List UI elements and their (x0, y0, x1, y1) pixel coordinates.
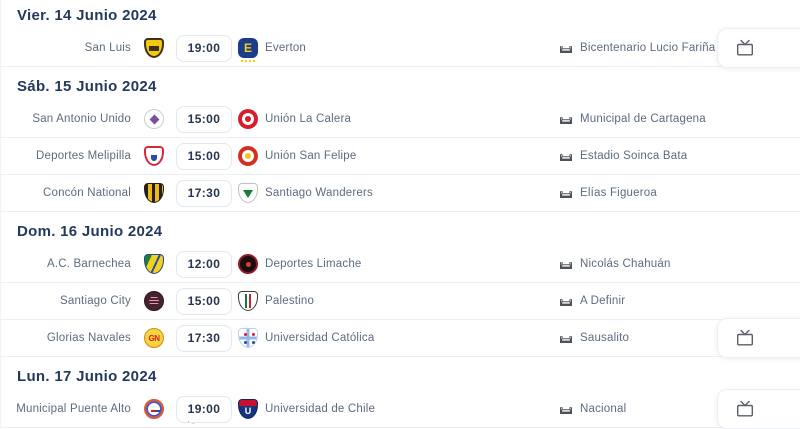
away-team-name: Santiago Wanderers (265, 187, 374, 199)
crest-universidad-catolica-icon (238, 328, 258, 348)
away-team-name: Everton (265, 42, 307, 54)
tv-icon (737, 329, 753, 346)
match-row[interactable]: San Luis 19:00 Everton Bicentenario Luci… (1, 28, 800, 68)
crest-palestino-icon (238, 291, 258, 311)
home-team-name: San Antonio Unido (32, 113, 131, 125)
venue: Bicentenario Lucio Fariña (559, 30, 715, 66)
stadium-icon (560, 116, 572, 124)
venue: Sausalito (559, 320, 629, 356)
date-header: Sáb. 15 Junio 2024 (17, 78, 157, 95)
away-team-name: Universidad Católica (265, 332, 375, 344)
crest-concon-national-icon (144, 183, 164, 203)
away-team-name: Universidad de Chile (265, 403, 376, 415)
home-team-name: A.C. Barnechea (47, 258, 131, 270)
stadium-icon (560, 298, 572, 306)
date-header: Dom. 16 Junio 2024 (17, 223, 163, 240)
home-team-name: Concón National (42, 187, 131, 199)
venue: Nicolás Chahuán (559, 246, 671, 282)
kickoff-time: 19:00 (176, 395, 232, 423)
away-team-name: Unión San Felipe (265, 150, 357, 162)
stray-mark: ·. (187, 416, 197, 426)
venue-name: Nacional (580, 403, 627, 415)
crest-everton-icon (238, 38, 258, 62)
tv-icon (737, 39, 753, 56)
venue-name: Estadio Soinca Bata (580, 150, 688, 162)
crest-ac-barnechea-icon (144, 254, 164, 274)
kickoff-time: 15:00 (176, 287, 232, 315)
date-header: Lun. 17 Junio 2024 (17, 368, 157, 385)
venue-name: A Definir (580, 295, 626, 307)
stadium-icon (560, 153, 572, 161)
match-row[interactable]: Santiago City 15:00 Palestino A Definir (1, 283, 800, 320)
match-row[interactable]: A.C. Barnechea 12:00 Deportes Limache Ni… (1, 246, 800, 283)
stadium-icon (560, 261, 572, 269)
stadium-icon (560, 190, 572, 198)
away-team-name: Palestino (265, 295, 315, 307)
venue-name: Sausalito (580, 332, 630, 344)
home-team-name: Glorias Navales (46, 332, 131, 344)
away-team-name: Unión La Calera (265, 113, 352, 125)
venue: A Definir (559, 283, 625, 319)
venue: Municipal de Cartagena (559, 101, 706, 137)
kickoff-time: 19:00 (176, 34, 232, 62)
match-row[interactable]: Municipal Puente Alto 19:00 Universidad … (1, 389, 800, 429)
crest-municipal-puente-alto-icon (144, 399, 164, 419)
home-team-name: Deportes Melipilla (36, 150, 131, 162)
away-team-name: Deportes Limache (265, 258, 362, 270)
home-team-name: Santiago City (60, 295, 131, 307)
venue-name: Elías Figueroa (580, 187, 657, 199)
tv-broadcast-button[interactable] (717, 389, 800, 429)
home-team-name: San Luis (84, 42, 131, 54)
venue: Estadio Soinca Bata (559, 138, 687, 174)
crest-santiago-wanderers-icon (238, 183, 258, 203)
kickoff-time: 12:00 (176, 250, 232, 278)
match-row[interactable]: Deportes Melipilla 15:00 Unión San Felip… (1, 138, 800, 175)
tv-broadcast-button[interactable] (717, 28, 800, 68)
crest-deportes-melipilla-icon (144, 146, 164, 166)
stadium-icon (560, 45, 572, 53)
crest-union-san-felipe-icon (238, 146, 258, 166)
venue-name: Nicolás Chahuán (580, 258, 671, 270)
crest-universidad-de-chile-icon (238, 399, 258, 419)
crest-san-luis-icon (144, 38, 164, 58)
crest-glorias-navales-icon (144, 328, 164, 348)
match-row[interactable]: Glorias Navales 17:30 Universidad Católi… (1, 318, 800, 358)
venue: Elías Figueroa (559, 175, 657, 211)
kickoff-time: 15:00 (176, 142, 232, 170)
stadium-icon (560, 335, 572, 343)
kickoff-time: 17:30 (176, 179, 232, 207)
stadium-icon (560, 406, 572, 414)
kickoff-time: 17:30 (176, 324, 232, 352)
match-row[interactable]: Concón National 17:30 Santiago Wanderers… (1, 175, 800, 212)
crest-union-la-calera-icon (238, 109, 258, 129)
venue-name: Municipal de Cartagena (580, 113, 706, 125)
crest-deportes-limache-icon (238, 254, 258, 274)
crest-santiago-city-icon (144, 291, 164, 311)
date-header: Vier. 14 Junio 2024 (17, 7, 157, 24)
tv-broadcast-button[interactable] (717, 318, 800, 358)
kickoff-time: 15:00 (176, 105, 232, 133)
tv-icon (737, 400, 753, 417)
home-team-name: Municipal Puente Alto (16, 403, 131, 415)
match-row[interactable]: San Antonio Unido 15:00 Unión La Calera … (1, 101, 800, 138)
crest-san-antonio-unido-icon (144, 109, 164, 129)
venue: Nacional (559, 391, 626, 427)
venue-name: Bicentenario Lucio Fariña (580, 42, 716, 54)
